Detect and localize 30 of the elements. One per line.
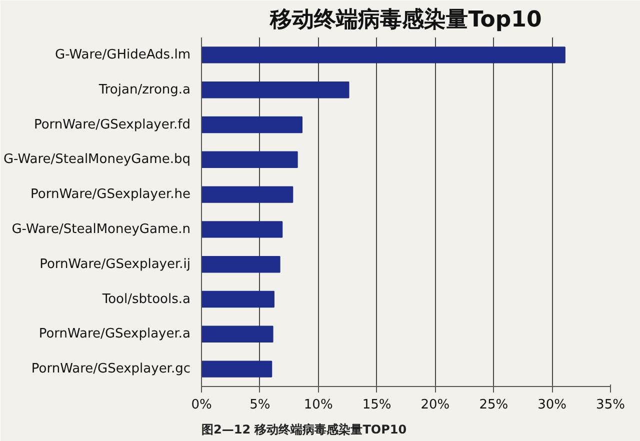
y-tick-label: G-Ware/GHideAds.lm [55,47,191,62]
bar [202,116,302,134]
bar [202,221,283,238]
bar [202,290,274,308]
y-tick-label: G-Ware/StealMoneyGame.n [12,222,191,237]
x-tick-label: 5% [250,398,270,412]
x-tick-label: 25% [479,398,508,412]
y-tick-label: PornWare/GSexplayer.fd [34,117,191,132]
bar [202,151,298,168]
y-tick-label: PornWare/GSexplayer.ij [40,256,191,272]
x-tick-label: 10% [304,398,333,412]
bar [202,186,294,203]
x-tick-label: 20% [420,398,450,412]
y-tick-label: PornWare/GSexplayer.he [30,187,191,202]
y-tick-label: Tool/sbtools.a [101,292,191,307]
y-tick-label: G-Ware/StealMoneyGame.bq [3,152,191,168]
x-tick-label: 30% [538,398,567,412]
bar [202,360,272,378]
x-tick-label: 35% [596,398,625,412]
y-tick-label: PornWare/GSexplayer.gc [31,362,191,377]
x-tick-label: 0% [191,398,212,412]
bar [202,46,566,64]
bar [202,326,274,343]
y-tick-label: PornWare/GSexplayer.a [38,326,190,342]
bar [202,256,280,273]
x-tick-label: 15% [362,398,392,412]
bar [202,81,350,98]
y-tick-label: Trojan/zrong.a [98,82,191,98]
caption: 图2—12 移动终端病毒感染量TOP10 [202,422,407,436]
chart-title: 移动终端病毒感染量Top10 [269,6,542,32]
